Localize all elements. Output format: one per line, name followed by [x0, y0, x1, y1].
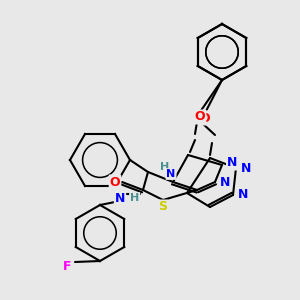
Text: N: N [115, 191, 125, 205]
Text: N: N [241, 161, 251, 175]
Text: O: O [200, 112, 210, 124]
Text: N: N [167, 169, 176, 179]
Text: S: S [158, 200, 167, 214]
Text: N: N [227, 157, 237, 169]
Text: O: O [195, 110, 205, 124]
Text: H: H [160, 162, 169, 172]
Text: H: H [130, 193, 139, 203]
Text: N: N [238, 188, 248, 202]
Text: N: N [220, 176, 230, 188]
Text: O: O [110, 176, 120, 188]
Text: F: F [63, 260, 71, 274]
